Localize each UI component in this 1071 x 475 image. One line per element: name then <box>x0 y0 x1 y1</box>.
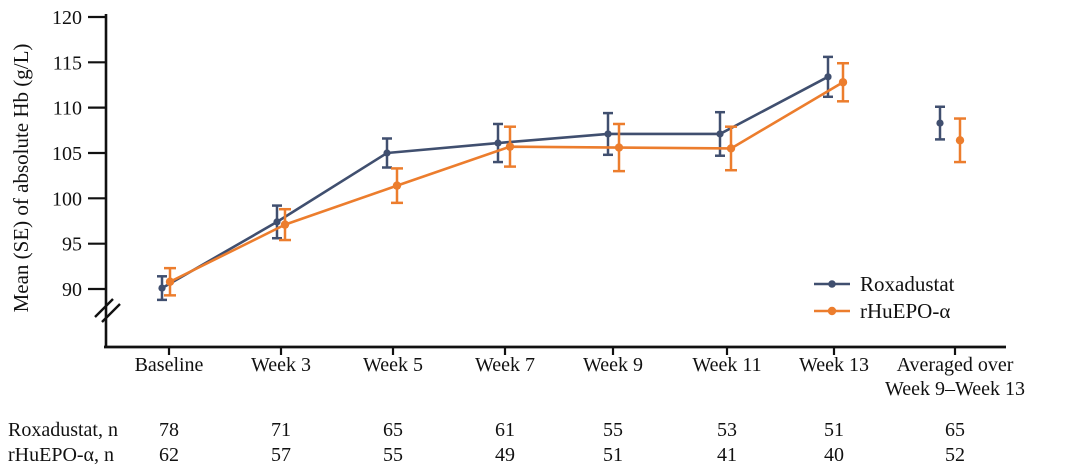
count-cell: 71 <box>271 419 291 441</box>
y-axis-ticks: 90 95 100 105 110 115 120 <box>52 7 106 301</box>
counts-row-label-roxadustat: Roxadustat, n <box>8 419 118 441</box>
y-axis: 90 95 100 105 110 115 120 Mean (SE) of absolut… <box>9 7 121 347</box>
data-point <box>604 130 612 138</box>
data-point <box>165 277 175 286</box>
count-cell: 65 <box>383 419 403 441</box>
data-point <box>726 144 736 153</box>
count-cell: 65 <box>945 419 965 441</box>
series-rhuepo-alpha <box>164 61 966 297</box>
y-tick-label: 100 <box>52 188 82 210</box>
data-point <box>716 130 724 138</box>
data-point <box>280 220 290 229</box>
y-tick-label: 110 <box>53 98 82 120</box>
x-axis-labels: Baseline Week 3 Week 5 Week 7 Week 9 Week 11 W… <box>135 354 1025 400</box>
count-cell: 53 <box>717 419 737 441</box>
x-tick-label: Week 9 <box>583 354 643 376</box>
y-tick-label: 120 <box>52 7 82 29</box>
x-tick-label: Week 7 <box>475 354 535 376</box>
x-tick-label: Week 9–Week 13 <box>885 378 1025 400</box>
count-cell: 62 <box>159 444 179 466</box>
count-cell: 51 <box>603 444 623 466</box>
count-cell: 61 <box>495 419 515 441</box>
count-cell: 78 <box>159 419 179 441</box>
x-tick-label: Averaged over <box>897 354 1014 376</box>
counts-table: Roxadustat, n rHuEPO-α, n 78 71 65 61 55 53 51… <box>8 419 965 466</box>
legend-label-rhuepo: rHuEPO-α <box>860 299 950 323</box>
count-cell: 51 <box>824 419 844 441</box>
data-point <box>392 181 402 190</box>
data-point <box>383 149 391 157</box>
rhuepo-marker-icon <box>827 306 837 316</box>
counts-cells: 78 71 65 61 55 53 51 65 62 57 55 49 51 41 40 52 <box>159 419 965 466</box>
data-point <box>955 136 965 145</box>
x-tick-label: Baseline <box>135 354 204 376</box>
data-point <box>273 218 281 226</box>
count-cell: 55 <box>603 419 623 441</box>
y-axis-title: Mean (SE) of absolute Hb (g/L) <box>9 44 33 313</box>
count-cell: 52 <box>945 444 965 466</box>
y-tick-label: 115 <box>53 52 82 74</box>
data-point <box>158 284 166 292</box>
x-tick-label: Week 5 <box>363 354 423 376</box>
x-axis: Baseline Week 3 Week 5 Week 7 Week 9 Week 11 W… <box>104 345 1025 400</box>
counts-row-label-rhuepo: rHuEPO-α, n <box>8 444 114 466</box>
roxadustat-marker-icon <box>828 280 836 288</box>
legend-item-roxadustat: Roxadustat <box>814 272 955 296</box>
count-cell: 40 <box>824 444 844 466</box>
data-point <box>494 139 502 147</box>
x-tick-label: Week 11 <box>692 354 761 376</box>
y-tick-label: 90 <box>62 279 82 301</box>
count-cell: 49 <box>495 444 515 466</box>
data-point <box>505 142 515 151</box>
x-tick-label: Week 13 <box>799 354 869 376</box>
data-point <box>614 143 624 152</box>
y-tick-label: 95 <box>62 234 82 256</box>
data-point <box>838 78 848 87</box>
legend-item-rhuepo: rHuEPO-α <box>814 299 950 323</box>
legend-label-roxadustat: Roxadustat <box>860 272 955 296</box>
series-line <box>169 81 844 283</box>
x-tick-label: Week 3 <box>251 354 311 376</box>
x-axis-ticks <box>167 346 957 355</box>
data-point <box>936 119 944 127</box>
data-point <box>824 73 832 81</box>
y-axis-break-icon <box>94 298 121 323</box>
count-cell: 41 <box>717 444 737 466</box>
series-line <box>161 75 829 290</box>
y-tick-label: 105 <box>52 143 82 165</box>
count-cell: 57 <box>271 444 291 466</box>
legend: Roxadustat rHuEPO-α <box>814 272 955 323</box>
count-cell: 55 <box>383 444 403 466</box>
